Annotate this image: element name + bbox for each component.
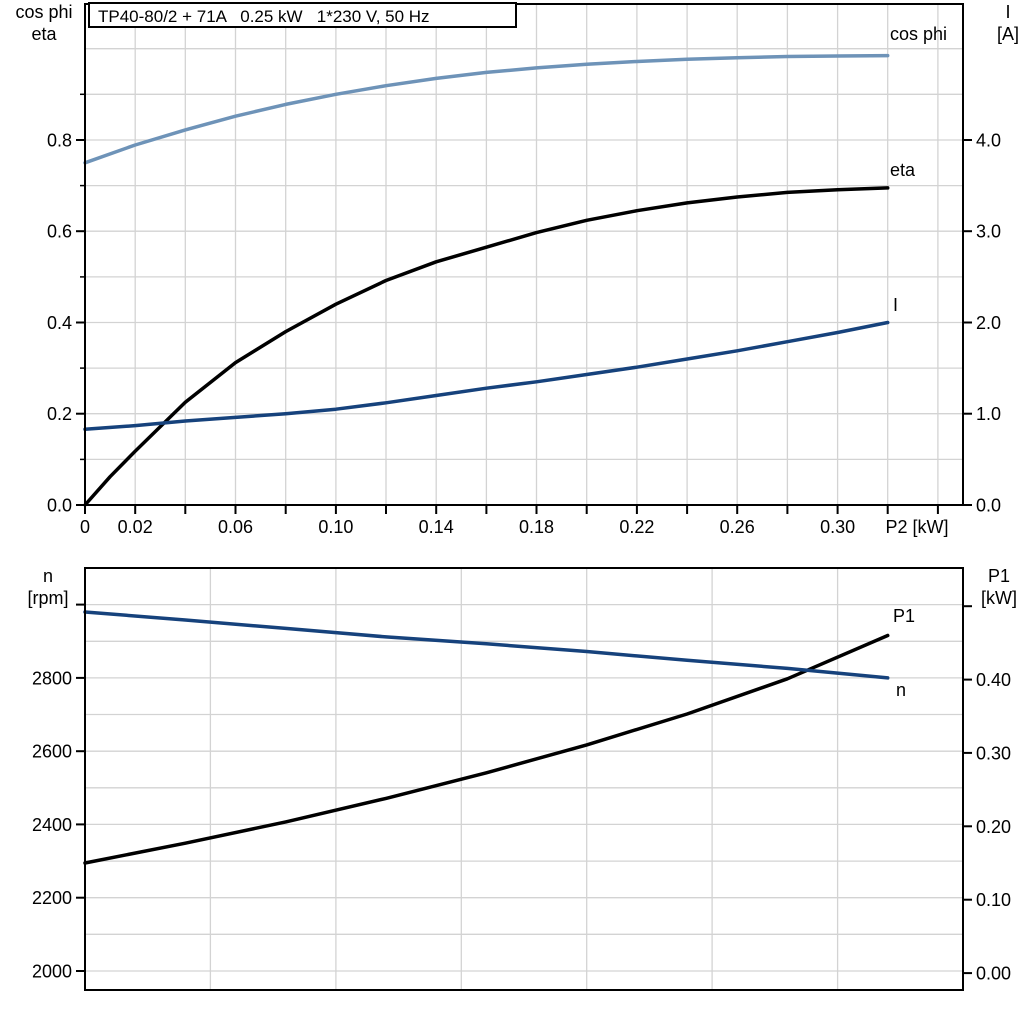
y-left-tick-label: 2600 [32, 742, 72, 762]
y-right-tick-label: 1.0 [976, 404, 1001, 424]
p1-curve [83, 633, 890, 865]
x-axis-title: P2 [kW] [885, 517, 948, 537]
bottom-left-axis-title: n [rpm] [14, 565, 82, 609]
axis-title-p1: P1 [987, 566, 1011, 586]
p1-curve-label: P1 [893, 606, 915, 626]
y-right-tick-label: 0.00 [976, 964, 1011, 984]
x-tick-label: 0.18 [519, 517, 554, 537]
n-curve [83, 610, 890, 680]
bottom-right-axis-title: P1 [kW] [974, 565, 1024, 609]
top-chart: cos phi eta I 0.0 0.2 0.4 0.6 0.8 0.0 1.0 2.0 3.0 4.… [47, 3, 1001, 537]
y-left-tick-label: 2400 [32, 815, 72, 835]
x-tick-label: 0 [80, 517, 90, 537]
y-right-tick-label: 2.0 [976, 313, 1001, 333]
chart-title: TP40-80/2 + 71A 0.25 kW 1*230 V, 50 Hz [88, 2, 517, 28]
eta-curve-label: eta [890, 160, 916, 180]
current-curve-label: I [893, 295, 898, 315]
y-right-tick-label: 0.40 [976, 670, 1011, 690]
y-left-tick-label: 0.6 [47, 222, 72, 242]
y-left-tick-label: 2200 [32, 888, 72, 908]
y-left-tick-label: 0.8 [47, 131, 72, 151]
y-left-tick-label: 0.2 [47, 404, 72, 424]
axis-title-rpm-unit: [rpm] [27, 588, 69, 608]
axis-title-current: I [1005, 2, 1011, 22]
plot-border [84, 567, 964, 991]
x-tick-label: 0.02 [118, 517, 153, 537]
x-tick-label: 0.30 [820, 517, 855, 537]
x-tick-label: 0.06 [218, 517, 253, 537]
y-left-tick-label: 2800 [32, 668, 72, 688]
y-left-tick-label: 0.4 [47, 313, 72, 333]
axis-title-ampere-unit: [A] [996, 24, 1019, 44]
n-curve-label: n [896, 680, 906, 700]
cos-phi-curve-label: cos phi [890, 24, 947, 44]
x-tick-label: 0.14 [419, 517, 454, 537]
y-right-tick-label: 0.10 [976, 890, 1011, 910]
axis-title-n: n [42, 566, 53, 586]
bottom-chart: P1 n 2000 2200 2400 2600 2800 0.00 0.10 0.20 0.30 0… [32, 567, 1011, 991]
top-right-axis-title: I [A] [992, 1, 1024, 45]
top-left-axis-title: cos phi eta [6, 1, 82, 45]
x-tick-label: 0.10 [318, 517, 353, 537]
y-right-tick-label: 0.20 [976, 817, 1011, 837]
axis-title-eta: eta [31, 24, 57, 44]
current-curve [83, 320, 890, 432]
eta-curve [83, 186, 890, 507]
y-left-tick-label: 0.0 [47, 496, 72, 516]
x-tick-label: 0.22 [619, 517, 654, 537]
plot-border [84, 3, 964, 506]
y-left-tick-label: 2000 [32, 962, 72, 982]
cos-phi-curve [83, 53, 890, 165]
y-right-tick-label: 4.0 [976, 131, 1001, 151]
axis-title-cos-phi: cos phi [15, 2, 73, 22]
x-tick-label: 0.26 [720, 517, 755, 537]
axis-title-kw-unit: [kW] [981, 588, 1017, 608]
y-right-tick-label: 0.30 [976, 743, 1011, 763]
y-right-tick-label: 3.0 [976, 222, 1001, 242]
y-right-tick-label: 0.0 [976, 496, 1001, 516]
